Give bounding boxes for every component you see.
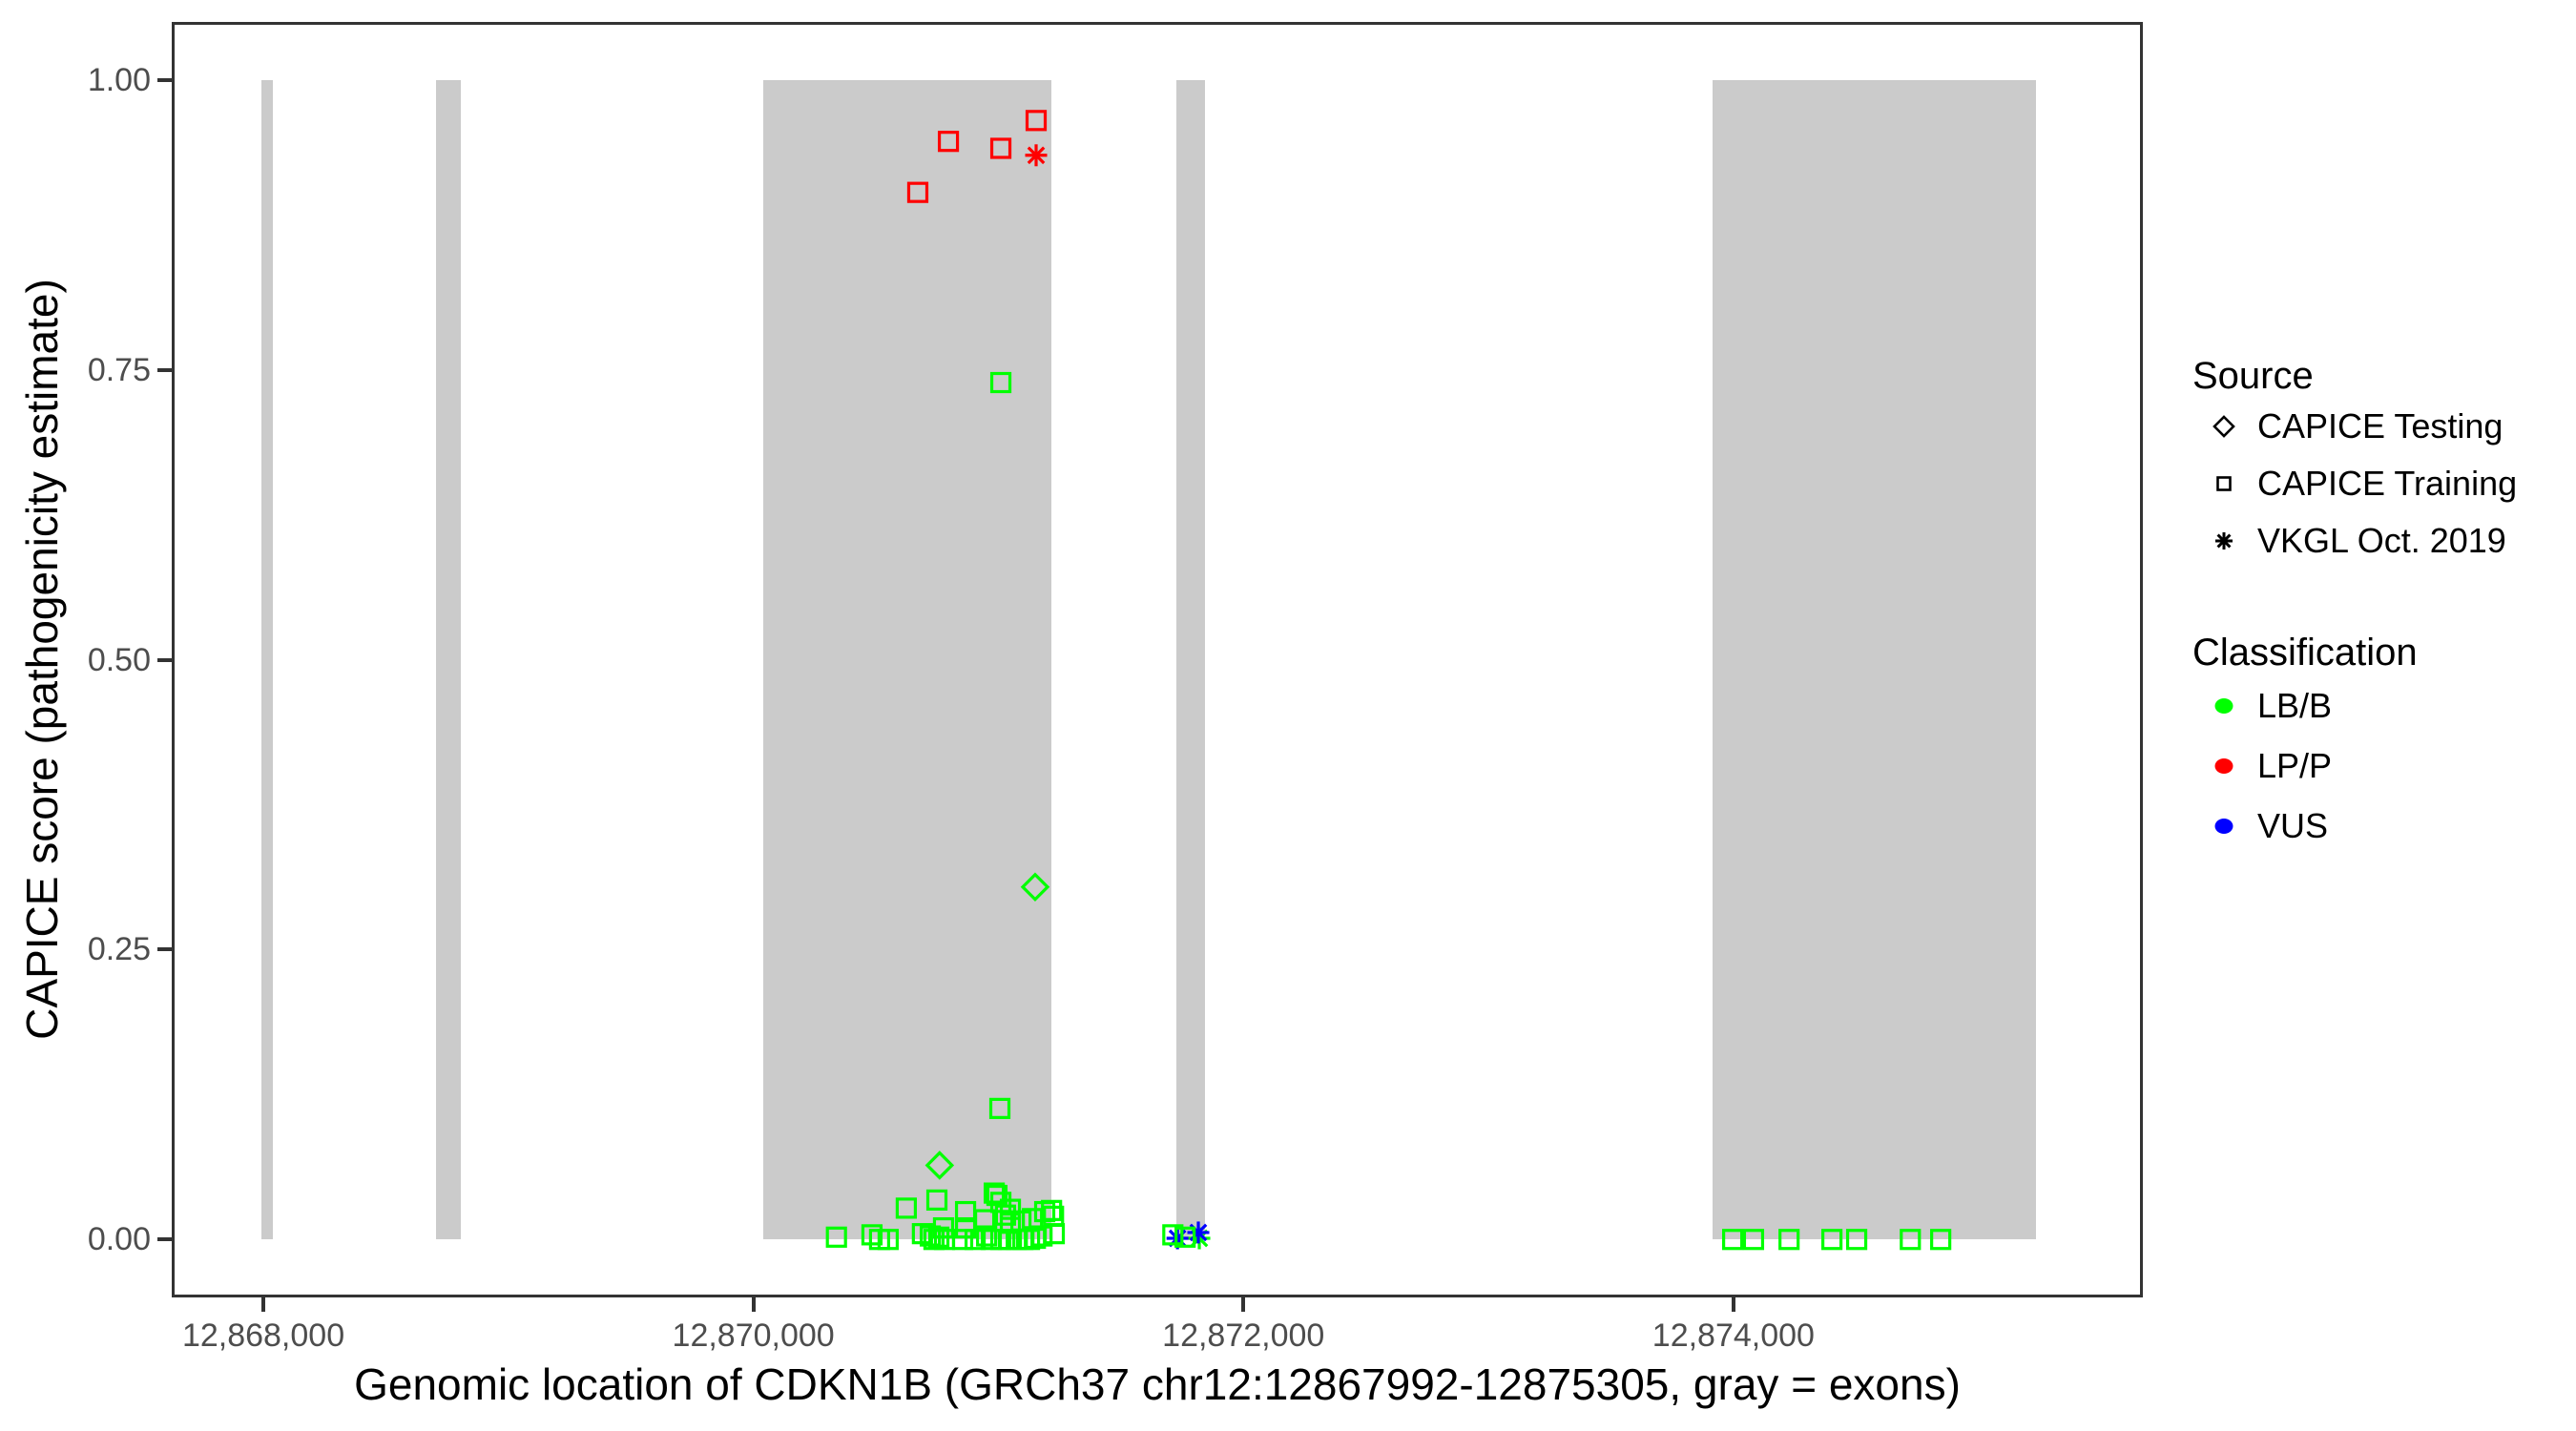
x-tick [1241,1297,1246,1312]
legend-item-source-vkgl-oct-2019: VKGL Oct. 2019 [2204,520,2506,562]
legend-item-label: CAPICE Testing [2257,406,2503,446]
legend-item-label: LB/B [2257,686,2333,725]
y-tick [157,657,172,662]
y-tick [157,947,172,952]
exon-band [762,79,1052,1240]
x-tick [1731,1297,1735,1312]
data-point-square [1043,1223,1066,1245]
data-point-square [1845,1229,1868,1251]
y-tick-label: 0.75 [87,351,151,388]
y-tick-label: 0.25 [87,931,151,968]
x-tick [261,1297,266,1312]
exon-band [1176,79,1206,1240]
data-point-square [1025,110,1048,132]
data-point-square [877,1229,899,1251]
data-point-square [825,1226,847,1248]
data-point-square [1900,1229,1922,1251]
data-point-diamond [924,1151,955,1180]
legend-item-classification-lp-p: LP/P [2204,745,2332,787]
data-point-square [932,1216,955,1239]
data-point-square [973,1209,996,1231]
x-axis-title: Genomic location of CDKN1B (GRCh37 chr12… [354,1359,1961,1409]
y-tick-label: 0.00 [87,1221,151,1258]
data-point-asterisk [1025,144,1048,167]
data-point-square [989,371,1012,394]
data-point-square [1742,1229,1765,1251]
data-point-square [1821,1229,1843,1251]
legend-item-source-capice-training: CAPICE Training [2204,463,2517,505]
data-point-square [895,1197,918,1219]
data-point-square [937,131,960,153]
exon-band [1713,79,2036,1240]
x-tick-label: 12,874,000 [1652,1317,1815,1354]
data-point-diamond [1020,872,1050,902]
data-point-square [988,1097,1011,1119]
data-point-square [1041,1199,1063,1221]
data-point-square [989,137,1012,159]
dot-legend-key-icon [2214,758,2233,774]
legend-item-label: VUS [2257,806,2329,845]
data-point-square [1778,1229,1800,1251]
legend-item-source-capice-testing: CAPICE Testing [2204,405,2503,447]
legend-item-label: VKGL Oct. 2019 [2257,521,2506,560]
x-tick-label: 12,868,000 [181,1317,345,1354]
legend-item-label: LP/P [2257,746,2333,785]
dot-legend-key-icon [2214,819,2233,834]
asterisk-legend-key-icon [2215,532,2233,550]
legend-item-classification-vus: VUS [2204,805,2328,847]
y-tick [157,77,172,82]
exon-band [436,79,462,1240]
data-point-square [964,1229,987,1251]
legend-classification-title: Classification [2192,632,2418,674]
legend-source-title: Source [2192,355,2314,397]
y-tick-label: 0.50 [87,641,151,678]
x-tick [751,1297,756,1312]
exon-band [260,79,274,1240]
y-tick-label: 1.00 [87,61,151,98]
diamond-legend-key-icon [2212,415,2235,438]
data-point-square [951,1229,974,1251]
x-tick-label: 12,870,000 [672,1317,835,1354]
data-point-square [1722,1229,1744,1251]
dot-legend-key-icon [2214,698,2233,714]
y-tick [157,367,172,372]
y-tick [157,1237,172,1242]
data-point-square [1162,1224,1184,1246]
data-point-square [986,1184,1008,1207]
legend-item-classification-lb-b: LB/B [2204,685,2332,727]
data-point-square [1930,1229,1952,1251]
square-legend-key-icon [2216,476,2232,491]
data-point-square [976,1225,998,1247]
data-point-square [1174,1226,1196,1248]
data-point-square [906,181,929,203]
legend-item-label: CAPICE Training [2257,464,2518,503]
data-point-square [1031,1225,1053,1247]
data-point-square [925,1189,948,1212]
x-tick-label: 12,872,000 [1162,1317,1325,1354]
data-point-asterisk [1187,1221,1210,1244]
